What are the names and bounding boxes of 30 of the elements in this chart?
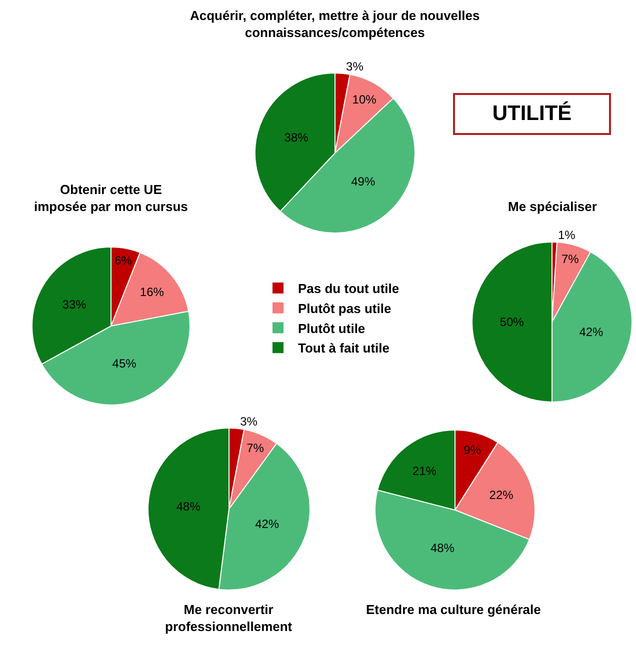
text: Me reconvertir professionnellement [165,602,293,634]
chart-title: Obtenir cette UE imposée par mon cursus [34,182,188,214]
text: UTILITÉ [453,93,611,135]
data-label: 3% [240,414,258,428]
data-label: 48% [430,541,455,556]
data-label: 3% [346,59,364,74]
legend-label: Plutôt pas utile [298,300,392,316]
data-label: 6% [114,254,132,268]
data-label: 49% [351,174,376,188]
data-label: 16% [140,285,164,300]
data-label: 38% [284,130,309,145]
data-label: 7% [561,252,580,266]
data-label: 22% [489,488,514,502]
data-label: 45% [112,356,137,370]
legend-label: Pas du tout utile [298,281,400,296]
data-label: 42% [255,517,280,532]
data-label: 33% [62,297,87,312]
text: Etendre ma culture générale [366,602,541,617]
data-label: 7% [246,440,264,455]
chart-title: Acquérir, compléter, mettre à jour de nouvelles connaissances/compétences [190,8,480,40]
chart-title: Me spécialiser [508,199,597,214]
legend-label: Tout à fait utile [298,340,390,356]
legend-label: Plutôt utile [298,320,366,336]
data-label: 1% [558,228,576,242]
data-label: 21% [412,464,437,478]
data-label: 50% [500,315,524,329]
data-label: 42% [579,325,604,340]
data-label: 48% [176,499,201,514]
data-label: 10% [352,92,377,106]
data-label: 9% [464,442,482,457]
